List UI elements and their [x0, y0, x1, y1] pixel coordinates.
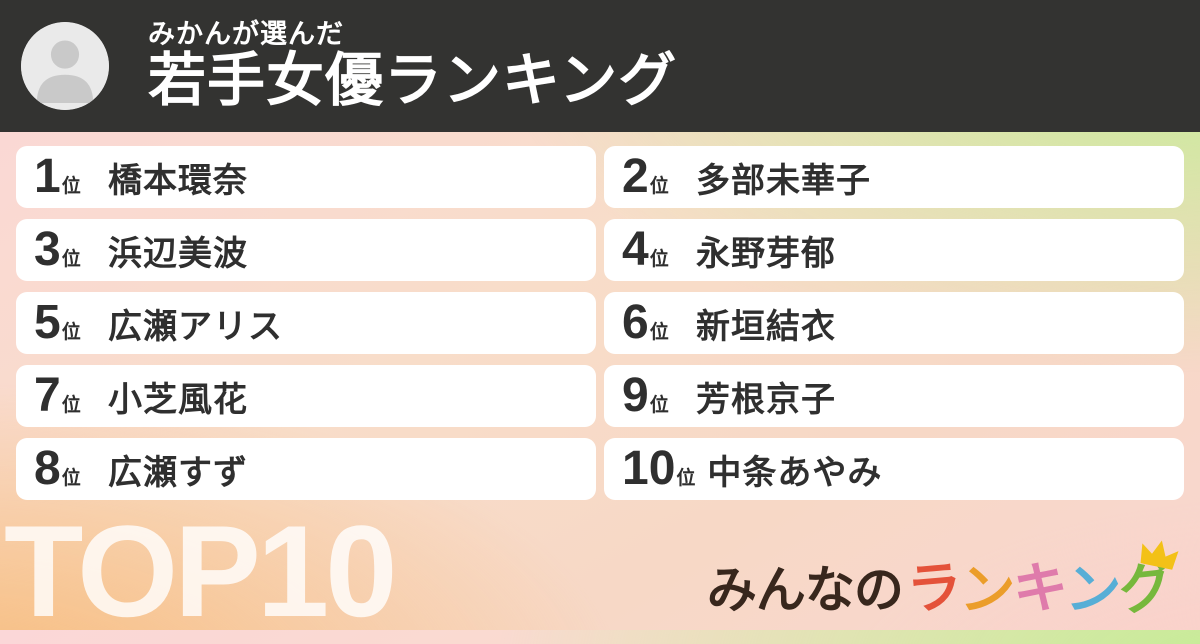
logo-char: キ: [1011, 556, 1068, 620]
top10-label: TOP10: [4, 498, 397, 644]
actress-name: 多部未華子: [696, 161, 871, 200]
rank-number: 7: [34, 369, 61, 422]
rank-number: 4: [622, 223, 649, 276]
rank-number: 6: [622, 296, 649, 349]
actress-name: 橋本環奈: [108, 161, 248, 200]
rank-number: 10: [622, 442, 676, 495]
header-bar: みかんが選んだ 若手女優ランキング: [0, 0, 1200, 132]
rank-suffix: 位: [649, 249, 669, 270]
logo-colored-text: ラ ン キ ン グ: [904, 540, 1179, 623]
person-icon: [21, 22, 109, 110]
rank-suffix: 位: [649, 395, 669, 416]
header-text: みかんが選んだ 若手女優ランキング: [148, 19, 677, 113]
logo-prefix-text: みんなの: [706, 562, 904, 618]
actress-name: 永野芽郁: [696, 234, 836, 273]
page-title: 若手女優ランキング: [148, 48, 678, 114]
actress-name: 小芝風花: [108, 380, 248, 419]
rank-suffix: 位: [61, 322, 81, 343]
crown-icon: [1140, 540, 1179, 570]
avatar: [21, 22, 109, 110]
rank-number: 1: [34, 150, 61, 203]
logo-char: ン: [958, 557, 1015, 623]
site-logo[interactable]: みんなの ラ ン キ ン グ: [706, 540, 1179, 623]
logo-char: ン: [1063, 557, 1121, 623]
rank-suffix: 位: [649, 322, 669, 343]
rank-number: 8: [34, 442, 61, 495]
rank-number: 2: [622, 150, 649, 203]
logo-char: ラ: [904, 554, 963, 622]
rank-number: 9: [622, 369, 649, 422]
rank-suffix: 位: [61, 395, 81, 416]
rank-suffix: 位: [676, 468, 696, 489]
ranking-author-label: みかんが選んだ: [148, 19, 344, 50]
actress-name: 浜辺美波: [108, 234, 248, 273]
rank-suffix: 位: [61, 249, 81, 270]
rank-suffix: 位: [61, 468, 81, 489]
rank-suffix: 位: [649, 176, 669, 197]
rank-number: 5: [34, 296, 61, 349]
actress-name: 芳根京子: [696, 380, 836, 419]
rank-number: 3: [34, 223, 61, 276]
rank-box: 10 位: [622, 445, 695, 493]
actress-name: 新垣結衣: [696, 307, 836, 346]
ranking-item-10[interactable]: 10 位 中条あやみ: [604, 438, 1184, 500]
actress-name: 広瀬アリス: [108, 307, 283, 346]
actress-name: 中条あやみ: [707, 453, 883, 492]
rank-suffix: 位: [61, 176, 81, 197]
actress-name: 広瀬すず: [108, 453, 248, 492]
